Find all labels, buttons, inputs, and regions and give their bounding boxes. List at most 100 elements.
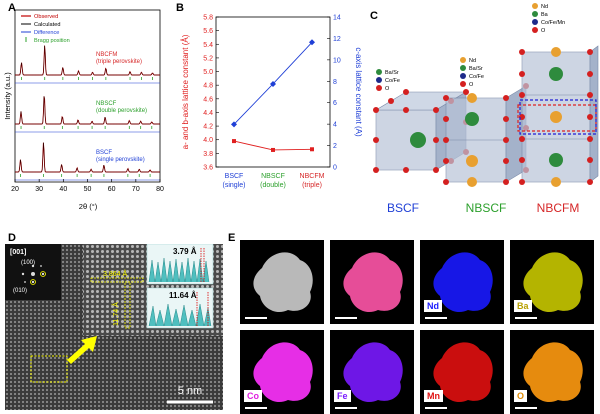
structure-name-nbcfm: NBCFM bbox=[537, 201, 580, 215]
lattice-ylabel-right: c-axis lattice constant (Å) bbox=[354, 47, 362, 137]
lattice-point-c bbox=[309, 39, 315, 46]
lattice-right-tick: 12 bbox=[333, 36, 341, 43]
eds-scalebar bbox=[425, 317, 447, 319]
lattice-left-tick: 5.0 bbox=[203, 69, 213, 76]
legend-nbscf: Nd Ba/Sr Co/Fe O bbox=[460, 57, 484, 88]
profile-curve-1 bbox=[148, 257, 210, 283]
lattice-left-tick: 4.4 bbox=[203, 110, 213, 117]
eds-element-label: Co bbox=[244, 390, 262, 402]
profile-curve-2 bbox=[148, 303, 212, 327]
eds-scalebar bbox=[335, 317, 357, 319]
lattice-category: NBSCF bbox=[261, 173, 285, 180]
legend-atom-label: Co/Fe/Mn bbox=[541, 20, 565, 26]
zoom-arrow bbox=[67, 336, 97, 364]
xrd-label-bscf-sub: (single perovskite) bbox=[96, 157, 145, 163]
nbcfm-ba-atom-top bbox=[549, 67, 563, 81]
d-spacing-box-2 bbox=[124, 281, 131, 329]
legend-bscf: Ba/Sr Co/Fe O bbox=[376, 69, 400, 92]
lattice-point-c bbox=[231, 121, 237, 128]
fft-spot-100: (100) bbox=[21, 260, 35, 266]
xrd-ylabel: Intensity (a.u.) bbox=[3, 72, 12, 120]
structure-nbscf bbox=[443, 83, 529, 187]
lattice-left-tick: 5.6 bbox=[203, 28, 213, 35]
eds-haadf-image bbox=[240, 240, 324, 324]
eds-element-label: Fe bbox=[334, 390, 351, 402]
legend-atom-icon bbox=[460, 81, 466, 87]
lattice-right-tick: 8 bbox=[333, 79, 337, 86]
legend-difference: Difference bbox=[34, 30, 59, 36]
zoom-source-box bbox=[30, 355, 68, 383]
lattice-left-tick: 5.4 bbox=[203, 42, 213, 49]
lattice-right-ticks: 0 2 4 6 8 10 12 14 bbox=[327, 15, 341, 172]
lattice-right-tick: 10 bbox=[333, 57, 341, 64]
xrd-legend: Observed Calculated Difference Bragg pos… bbox=[21, 14, 70, 44]
xrd-xtick-label: 70 bbox=[132, 186, 140, 193]
nbcfm-nd-atom bbox=[550, 111, 562, 123]
eds-map-mn: Mn bbox=[420, 330, 504, 414]
xrd-xtick-label: 40 bbox=[59, 186, 67, 193]
lattice-point-ab bbox=[271, 147, 275, 152]
eds-map-ba: Ba bbox=[510, 240, 594, 324]
eds-scalebar bbox=[335, 407, 357, 409]
xrd-label-nbscf: NBSCF bbox=[96, 101, 117, 107]
lattice-ylabel-left: a- and b-axis lattice constant (Å) bbox=[181, 34, 190, 149]
legend-atom-icon bbox=[376, 85, 382, 91]
eds-element-label: Mn bbox=[424, 390, 443, 402]
xrd-calculated-bscf bbox=[15, 142, 160, 173]
lattice-plot-frame bbox=[215, 16, 331, 168]
legend-atom-label: Ba/Sr bbox=[469, 66, 483, 72]
d-spacing-2: 11.74 Å bbox=[111, 302, 120, 326]
lattice-category-sub: (double) bbox=[260, 182, 286, 189]
panel-letter-c: C bbox=[370, 10, 378, 22]
lattice-left-tick: 5.8 bbox=[203, 15, 213, 22]
lattice-left-tick: 4.2 bbox=[203, 124, 213, 131]
profile-label-1: 3.79 Å bbox=[173, 247, 197, 256]
lattice-category: NBCFM bbox=[300, 173, 325, 180]
profile-label-2: 11.64 Å bbox=[169, 291, 197, 300]
lattice-left-ticks: 3.6 3.8 4.0 4.2 4.4 4.6 4.8 5.0 5.2 5.4 5.6 5.8 bbox=[203, 15, 219, 172]
eds-element-label: O bbox=[514, 390, 528, 402]
panel-c-structures: Ba/Sr Co/Fe O Nd Ba/Sr Co/Fe O bbox=[373, 3, 599, 215]
eds-particle bbox=[343, 252, 403, 313]
legend-atom-label: O bbox=[541, 28, 546, 34]
eds-particle bbox=[523, 342, 583, 403]
xrd-xtick-label: 60 bbox=[108, 186, 116, 193]
legend-atom-label: O bbox=[469, 82, 474, 88]
eds-overlay-map bbox=[330, 240, 414, 324]
legend-atom-icon bbox=[532, 3, 538, 9]
eds-particle bbox=[433, 252, 493, 313]
eds-map-fe: Fe bbox=[330, 330, 414, 414]
lattice-category-sub: (single) bbox=[223, 182, 246, 189]
lattice-left-tick: 3.6 bbox=[203, 165, 213, 172]
eds-map-co: Co bbox=[240, 330, 324, 414]
legend-calculated: Calculated bbox=[34, 22, 60, 28]
lattice-point-ab bbox=[310, 147, 314, 152]
legend-nbcfm: Nd Ba Co/Fe/Mn O bbox=[532, 3, 565, 34]
lattice-right-tick: 14 bbox=[333, 15, 341, 22]
eds-particle bbox=[253, 252, 313, 313]
xrd-xlabel: 2θ (°) bbox=[79, 202, 98, 211]
xrd-xtick-label: 50 bbox=[84, 186, 92, 193]
nbcfm-blue-highlight bbox=[519, 99, 597, 135]
xrd-xtick-label: 20 bbox=[11, 186, 19, 193]
structure-name-bscf: BSCF bbox=[387, 201, 419, 215]
panel-letter-a: A bbox=[8, 2, 16, 14]
eds-scalebar bbox=[245, 317, 267, 319]
lattice-left-tick: 4.8 bbox=[203, 83, 213, 90]
legend-atom-label: O bbox=[385, 86, 390, 92]
legend-atom-icon bbox=[460, 65, 466, 71]
xrd-xtick-label: 80 bbox=[156, 186, 164, 193]
xrd-xticks: 20 30 40 50 60 70 80 bbox=[11, 179, 164, 193]
xrd-label-nbscf-sub: (double perovskite) bbox=[96, 108, 147, 114]
zone-axis-label: [001] bbox=[10, 249, 26, 256]
nbscf-ba-atom bbox=[465, 112, 479, 126]
lattice-point-ab bbox=[232, 139, 236, 144]
xrd-label-nbcfm: NBCFM bbox=[96, 52, 117, 58]
eds-element-label: Nd bbox=[424, 300, 442, 312]
bscf-a-site-atom bbox=[410, 132, 426, 148]
d-spacing-1: 3.864 Å bbox=[103, 269, 127, 278]
hrtem-scale-label: 5 nm bbox=[178, 385, 202, 397]
xrd-calculated-nbscf bbox=[15, 96, 160, 125]
legend-bragg: Bragg position bbox=[34, 38, 70, 44]
legend-atom-icon bbox=[532, 27, 538, 33]
